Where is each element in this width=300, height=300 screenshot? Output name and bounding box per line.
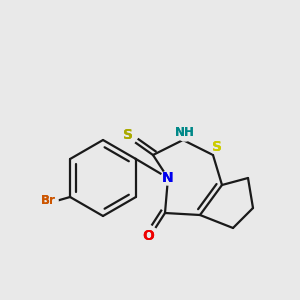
Text: S: S <box>123 128 133 142</box>
Text: S: S <box>212 140 222 154</box>
Circle shape <box>141 229 155 243</box>
Text: O: O <box>142 229 154 243</box>
Circle shape <box>121 128 135 142</box>
Text: NH: NH <box>175 125 195 139</box>
Circle shape <box>176 123 194 141</box>
Text: N: N <box>162 171 174 185</box>
Text: Br: Br <box>41 194 56 208</box>
Circle shape <box>161 171 175 185</box>
Text: Br: Br <box>41 194 56 208</box>
Circle shape <box>210 140 224 154</box>
Text: N: N <box>162 171 174 185</box>
Circle shape <box>38 191 58 211</box>
Text: O: O <box>142 229 154 243</box>
Text: S: S <box>212 140 222 154</box>
Text: NH: NH <box>175 125 195 139</box>
Text: S: S <box>123 128 133 142</box>
